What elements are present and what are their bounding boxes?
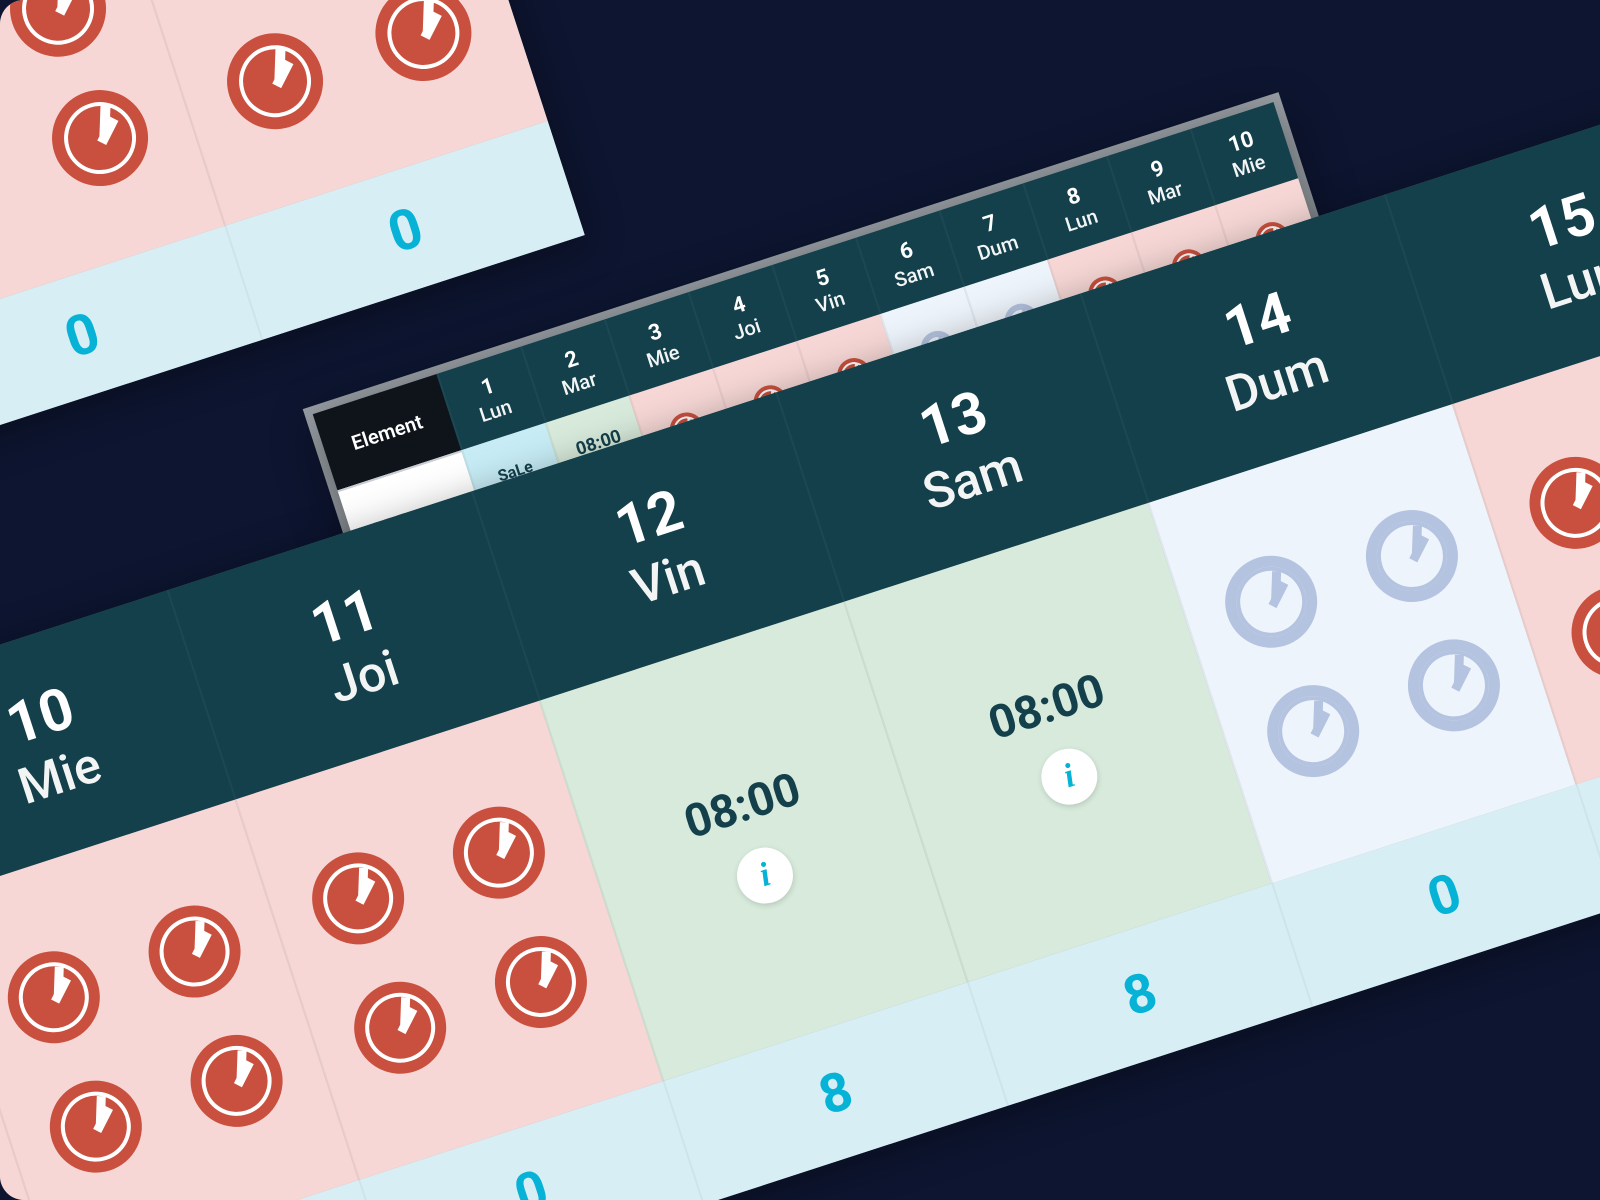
clock-icon	[1354, 498, 1470, 614]
clock-icon	[179, 1023, 295, 1139]
clock-icon	[1560, 574, 1600, 690]
entry-time: 08:00	[678, 762, 807, 850]
clock-icon	[300, 840, 416, 956]
day-label: Mar	[559, 366, 600, 400]
clock-icon	[0, 0, 119, 69]
entry-time: 08:00	[982, 663, 1111, 751]
day-label: Lun	[1062, 203, 1101, 236]
day-label: Mie	[643, 339, 682, 372]
clock-icon	[0, 939, 112, 1055]
clock-icon	[1396, 627, 1512, 743]
info-icon[interactable]: i	[730, 840, 801, 911]
clock-icon	[173, 0, 294, 12]
day-label: Dum	[974, 229, 1021, 265]
clock-icon	[483, 924, 599, 1040]
stage: 6 Sam 7 Dum 8 Lun	[0, 0, 1600, 1200]
clock-icon	[441, 795, 557, 911]
info-icon[interactable]: i	[1034, 741, 1105, 812]
day-label: Sam	[891, 257, 937, 292]
clock-icon	[1213, 544, 1329, 660]
clock-icon	[363, 0, 484, 93]
day-label: Mar	[1144, 176, 1185, 210]
day-label: Joi	[730, 313, 764, 344]
day-label: Vin	[813, 285, 848, 317]
clock-icon	[40, 78, 161, 199]
clock-icon	[0, 126, 12, 247]
clock-icon	[342, 970, 458, 1086]
day-label: Lun	[476, 394, 515, 427]
clock-icon	[1255, 673, 1371, 789]
clock-icon	[137, 894, 253, 1010]
clock-icon	[215, 21, 336, 142]
clock-icon	[38, 1069, 154, 1185]
clock-icon	[1518, 445, 1600, 561]
